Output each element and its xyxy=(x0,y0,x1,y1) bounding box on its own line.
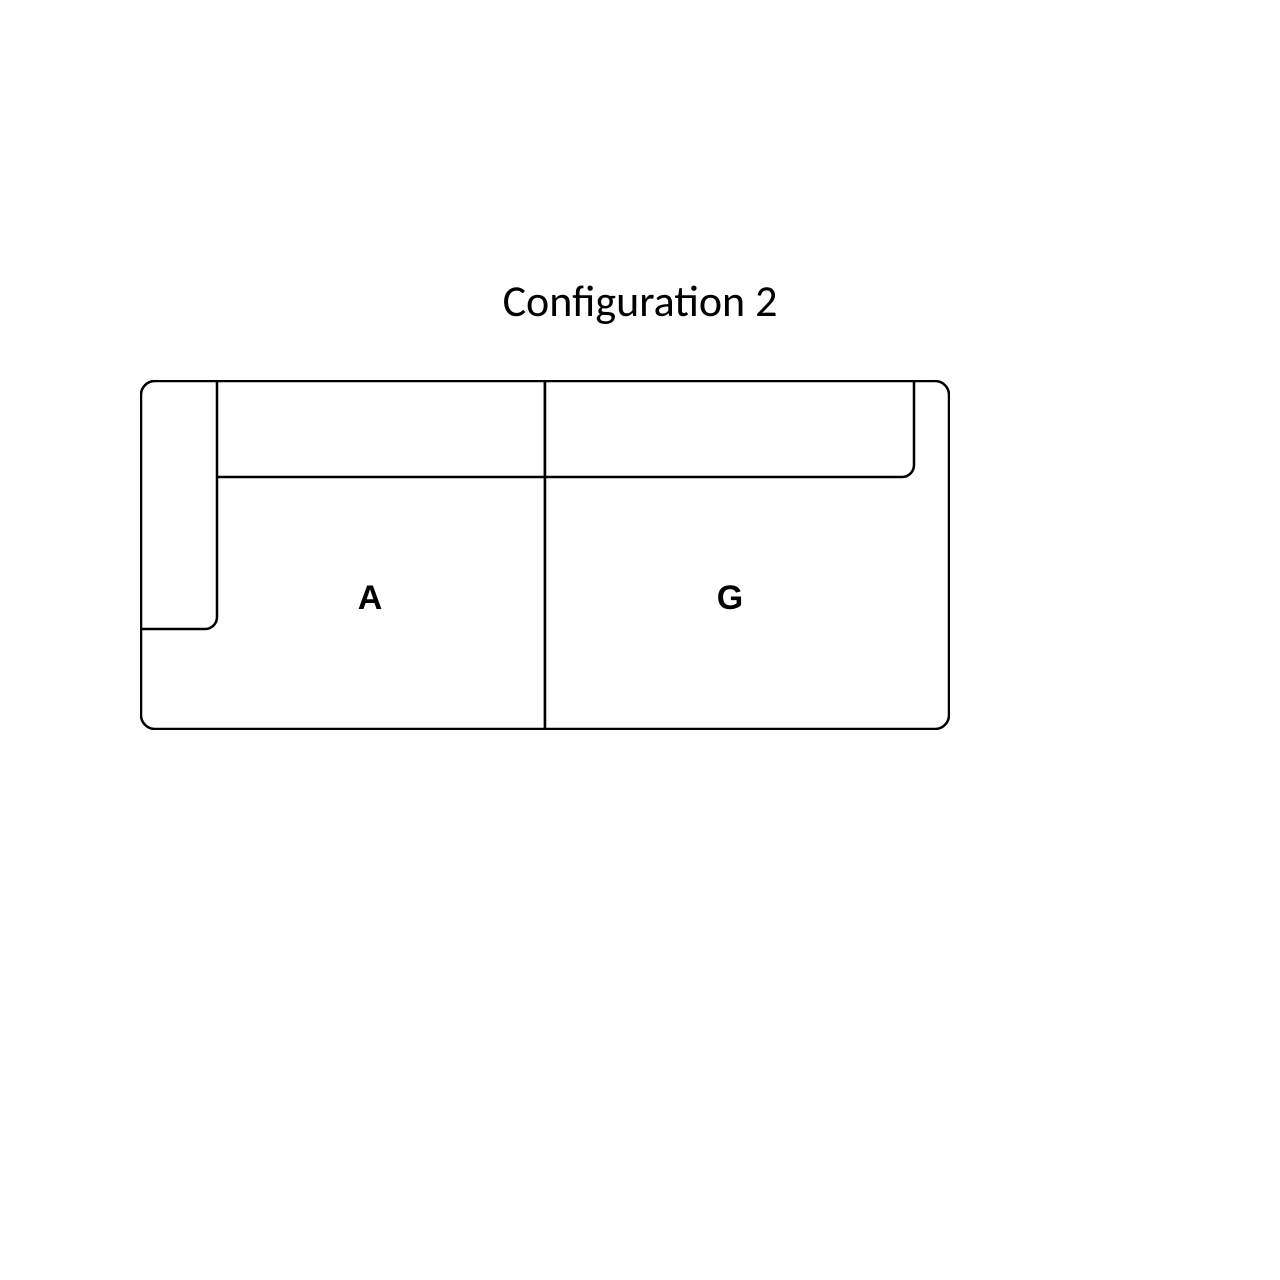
module-a-back-cushion xyxy=(176,381,545,477)
module-g-back-cushion xyxy=(545,381,914,477)
module-label-g: G xyxy=(717,579,743,617)
diagram-title: Configuration 2 xyxy=(0,274,1280,328)
module-label-a: A xyxy=(358,579,383,617)
configuration-diagram: AG xyxy=(140,380,950,730)
module-a-arm-cushion xyxy=(141,381,217,629)
